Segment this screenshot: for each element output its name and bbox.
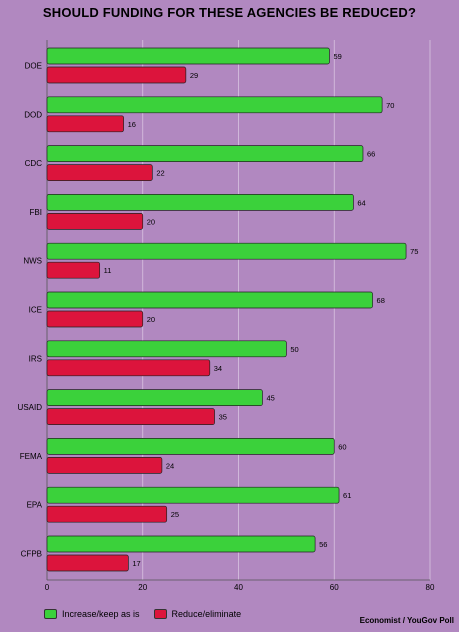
bar	[46, 291, 373, 309]
category-label: DOD	[24, 110, 42, 119]
x-tick-label: 20	[138, 583, 147, 592]
bar	[46, 115, 124, 133]
bar	[46, 310, 144, 328]
data-label: 68	[377, 296, 385, 305]
x-tick-label: 80	[426, 583, 435, 592]
chart-title: SHOULD FUNDING FOR THESE AGENCIES BE RED…	[42, 5, 417, 20]
category-label: IRS	[29, 354, 42, 363]
data-label: 66	[367, 150, 375, 159]
data-label: 61	[343, 491, 351, 500]
bar	[46, 261, 101, 279]
category-label: ICE	[29, 306, 42, 315]
data-label: 11	[104, 266, 112, 275]
data-label: 56	[319, 540, 327, 549]
category-label: USAID	[18, 403, 43, 412]
data-label: 20	[147, 315, 155, 324]
data-label: 64	[357, 198, 365, 207]
x-tick-label: 60	[330, 583, 339, 592]
bar	[46, 408, 215, 425]
category-label: EPA	[27, 501, 43, 510]
bar	[46, 66, 187, 84]
data-label: 17	[132, 559, 140, 568]
legend-label-reduce: Reduce/eliminate	[171, 609, 242, 619]
data-label: 34	[214, 364, 222, 373]
bar	[46, 457, 163, 474]
bar	[46, 242, 407, 260]
data-label: 20	[147, 217, 155, 226]
data-label: 50	[290, 345, 298, 354]
data-label: 70	[386, 101, 394, 110]
data-label: 29	[190, 71, 198, 80]
category-label: NWS	[23, 257, 42, 266]
legend-swatch-increase	[44, 609, 57, 619]
category-label: DOE	[25, 62, 42, 71]
data-label: 35	[219, 413, 227, 422]
category-label: CFPB	[21, 550, 42, 559]
data-label: 59	[333, 52, 341, 61]
data-label: 24	[166, 461, 174, 470]
data-label: 16	[128, 120, 136, 129]
data-label: 75	[410, 247, 418, 256]
bar	[46, 340, 287, 358]
bar	[46, 164, 153, 181]
bar	[46, 194, 354, 211]
bar	[46, 47, 330, 65]
legend-entry-reduce: Reduce/eliminate	[153, 609, 242, 619]
data-label: 25	[171, 510, 179, 519]
bar	[46, 389, 263, 406]
source-note: Economist / YouGov Poll	[359, 616, 454, 625]
bar	[46, 554, 129, 572]
x-tick-label: 40	[234, 583, 243, 592]
bar	[46, 486, 340, 504]
legend-entry-increase: Increase/keep as is	[44, 609, 140, 619]
category-label: FBI	[30, 208, 42, 217]
category-label: CDC	[25, 159, 43, 168]
x-tick-label: 0	[45, 583, 50, 592]
bar	[46, 96, 383, 114]
bar	[46, 213, 144, 230]
legend-swatch-reduce	[153, 609, 167, 619]
bar	[46, 359, 211, 377]
bar	[46, 145, 364, 162]
bar	[46, 438, 335, 455]
legend: Increase/keep as is Reduce/eliminate	[44, 609, 255, 619]
data-label: 60	[338, 442, 346, 451]
legend-label-increase: Increase/keep as is	[62, 609, 140, 619]
data-label: 22	[156, 169, 164, 178]
data-label: 45	[266, 394, 274, 403]
category-label: FEMA	[20, 452, 43, 461]
bar	[46, 505, 168, 523]
bar	[46, 535, 316, 553]
